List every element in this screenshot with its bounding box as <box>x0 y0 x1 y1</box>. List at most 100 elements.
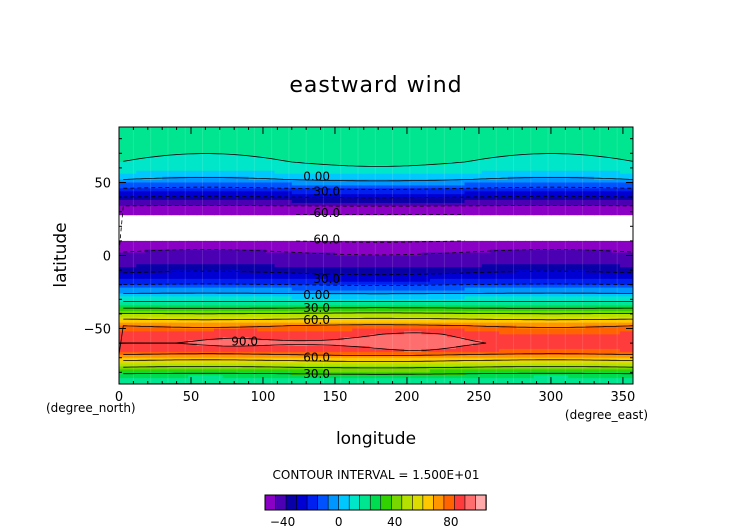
field-cell <box>447 191 457 195</box>
field-cell <box>576 167 587 172</box>
field-cell <box>136 211 146 216</box>
field-cell <box>326 182 336 187</box>
field-cell <box>162 302 172 306</box>
field-cell <box>550 132 561 137</box>
field-cell <box>438 167 448 172</box>
field-cell <box>283 331 293 335</box>
field-cell <box>447 211 457 216</box>
field-cell <box>602 255 612 260</box>
field-cell <box>507 135 517 140</box>
field-cell <box>481 372 492 376</box>
field-cell <box>550 328 561 333</box>
field-cell <box>628 135 633 140</box>
field-cell <box>455 159 466 163</box>
field-cell <box>317 366 327 370</box>
field-cell <box>438 270 448 274</box>
field-cell <box>265 179 276 184</box>
field-cell <box>214 132 224 137</box>
field-cell <box>507 284 517 289</box>
field-cell <box>334 208 345 213</box>
field-cell <box>144 273 155 277</box>
field-cell <box>283 141 293 146</box>
field-cell <box>317 162 327 166</box>
field-cell <box>119 141 129 146</box>
field-cell <box>499 246 509 251</box>
field-cell <box>620 325 630 330</box>
field-cell <box>568 252 578 257</box>
field-cell <box>170 334 181 338</box>
field-cell <box>438 337 448 341</box>
field-cell <box>300 287 310 292</box>
field-cell <box>421 185 431 189</box>
field-cell <box>550 313 561 318</box>
field-cell <box>602 346 612 350</box>
field-cell <box>196 159 206 163</box>
field-cell <box>507 366 517 370</box>
field-cell <box>369 255 379 260</box>
field-cell <box>455 351 466 356</box>
field-cell <box>360 267 371 271</box>
field-cell <box>162 378 172 382</box>
field-cell <box>119 284 129 289</box>
field-cell <box>153 208 163 213</box>
field-cell <box>421 173 431 178</box>
field-cell <box>360 179 371 184</box>
field-cell <box>516 275 526 280</box>
field-cell <box>274 290 284 295</box>
field-cell <box>490 147 500 151</box>
field-cell <box>136 316 146 321</box>
field-cell <box>386 185 397 189</box>
field-cell <box>628 170 633 175</box>
field-cell <box>127 331 137 335</box>
field-cell <box>136 293 146 297</box>
field-cell <box>274 261 284 265</box>
field-cell <box>283 185 293 189</box>
field-cell <box>162 188 172 192</box>
field-cell <box>214 331 224 335</box>
field-cell <box>179 293 189 297</box>
field-cell <box>214 202 224 207</box>
field-cell <box>136 278 146 283</box>
field-cell <box>153 369 163 373</box>
field-cell <box>317 144 327 149</box>
field-cell <box>369 138 379 143</box>
field-cell <box>300 270 310 274</box>
field-cell <box>179 337 189 341</box>
field-cell <box>179 305 189 309</box>
field-cell <box>576 302 587 306</box>
field-cell <box>352 200 362 204</box>
field-cell <box>421 296 431 300</box>
field-cell <box>274 176 284 181</box>
field-cell <box>300 290 310 295</box>
field-cell <box>516 363 526 368</box>
field-cell <box>239 378 250 382</box>
field-cell <box>481 211 492 216</box>
field-cell <box>585 287 595 292</box>
field-cell <box>309 310 319 315</box>
field-cell <box>628 316 633 321</box>
field-cell <box>291 299 302 303</box>
field-cell <box>265 381 276 384</box>
field-cell <box>525 357 535 362</box>
field-cell <box>620 170 630 175</box>
field-cell <box>343 375 353 379</box>
field-cell <box>119 167 129 172</box>
field-cell <box>533 319 543 324</box>
field-cell <box>602 316 612 321</box>
field-cell <box>170 284 181 289</box>
field-cell <box>257 243 267 248</box>
field-cell <box>326 153 336 157</box>
field-cell <box>222 129 232 134</box>
field-cell <box>334 270 345 274</box>
field-cell <box>300 375 310 379</box>
field-cell <box>412 281 422 286</box>
field-cell <box>404 188 414 192</box>
field-cell <box>352 129 362 134</box>
field-cell <box>481 208 492 213</box>
field-cell <box>205 299 215 303</box>
field-cell <box>533 258 543 262</box>
field-cell <box>516 191 526 195</box>
field-cell <box>378 375 388 379</box>
field-cell <box>473 150 483 154</box>
field-cell <box>222 296 232 300</box>
